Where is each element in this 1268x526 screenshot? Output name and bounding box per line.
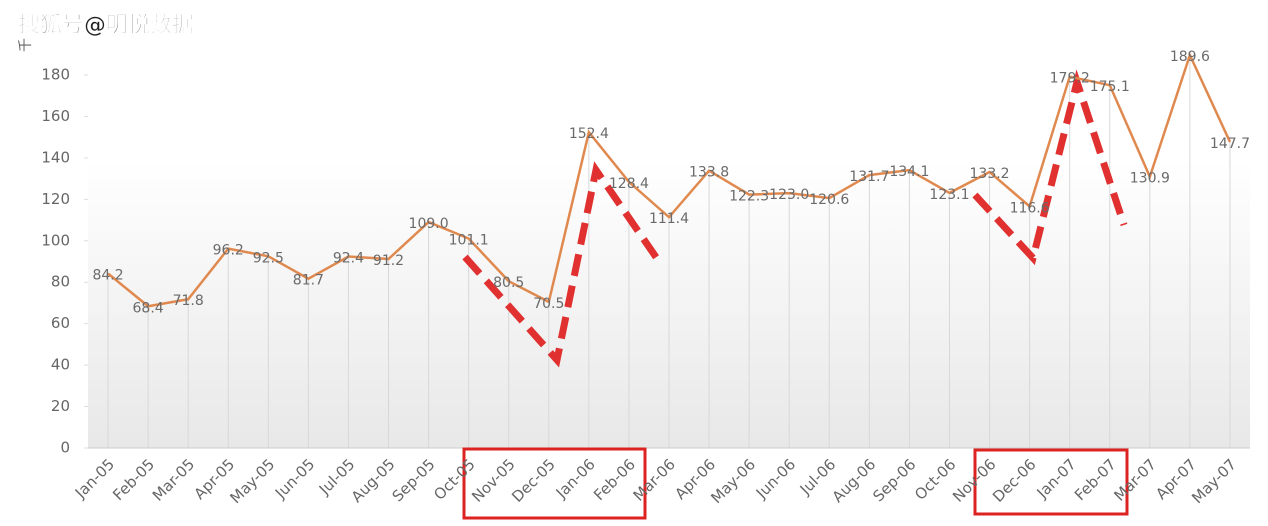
data-label: 71.8: [173, 293, 204, 309]
highlight-box: [462, 447, 647, 520]
x-tick-label: Feb-07: [1071, 455, 1120, 504]
data-label: 96.2: [213, 243, 244, 259]
data-label: 189.6: [1170, 49, 1210, 65]
y-tick-label: 40: [51, 356, 70, 374]
data-label: 130.9: [1130, 171, 1170, 187]
data-label: 84.2: [92, 268, 123, 284]
x-tick-label: May-07: [1188, 455, 1240, 507]
data-label: 92.5: [253, 250, 284, 266]
x-tick-label: Mar-06: [630, 455, 679, 504]
watermark: 搜狐号@明悦数据: [18, 12, 194, 38]
x-tick-label: Mar-07: [1110, 455, 1159, 504]
x-tick-label: May-05: [227, 455, 279, 507]
x-tick-label: May-06: [707, 455, 759, 507]
data-label: 70.5: [533, 296, 564, 312]
x-tick-label: Sep-05: [389, 455, 439, 505]
x-tick-label: Aug-05: [348, 455, 399, 506]
data-label: 128.4: [609, 176, 649, 192]
data-label: 133.2: [970, 166, 1010, 182]
y-unit: 千: [18, 38, 34, 52]
data-label: 123.0: [769, 187, 809, 203]
data-label: 123.1: [929, 187, 969, 203]
data-label: 91.2: [373, 253, 404, 269]
y-tick-label: 100: [41, 231, 70, 249]
x-tick-label: Feb-06: [590, 455, 639, 504]
data-label: 175.1: [1090, 79, 1130, 95]
y-tick-label: 20: [51, 397, 70, 415]
x-tick-label: Jan-05: [71, 455, 118, 502]
y-tick-label: 140: [41, 148, 70, 166]
x-tick-label: Aug-06: [829, 455, 880, 506]
x-tick-label: Feb-05: [109, 455, 158, 504]
annotations: [462, 69, 1128, 368]
x-tick-label: Dec-06: [989, 455, 1040, 506]
x-tick-label: Jan-07: [1033, 455, 1080, 502]
data-label: 92.4: [333, 251, 364, 267]
x-tick-label: Jan-06: [552, 455, 599, 502]
y-tick-label: 160: [41, 107, 70, 125]
x-tick-label: Sep-06: [869, 455, 919, 505]
trend-arrow: [462, 161, 661, 368]
data-label: 133.8: [689, 165, 729, 181]
y-tick-label: 120: [41, 190, 70, 208]
data-label: 68.4: [133, 300, 164, 316]
x-tick-label: Nov-05: [468, 455, 518, 505]
y-tick-label: 80: [51, 273, 70, 291]
highlight-box: [973, 448, 1129, 516]
data-line: [107, 51, 1232, 308]
data-label: 179.2: [1050, 71, 1090, 87]
data-label: 101.1: [449, 232, 489, 248]
trend-arrow: [972, 69, 1128, 266]
data-label: 120.6: [809, 192, 849, 208]
data-label: 152.4: [569, 126, 609, 142]
y-tick-label: 0: [60, 439, 70, 457]
data-label: 134.1: [889, 164, 929, 180]
data-label: 122.3: [729, 189, 769, 205]
x-tick-label: Jun-06: [752, 455, 799, 502]
data-label: 80.5: [493, 275, 524, 291]
data-label: 147.7: [1210, 136, 1250, 152]
data-label: 131.7: [849, 169, 889, 185]
data-label: 109.0: [409, 216, 449, 232]
data-label: 116.6: [1010, 200, 1050, 216]
y-tick-label: 60: [51, 314, 70, 332]
x-tick-label: Jun-05: [271, 455, 318, 502]
x-tick-label: Mar-05: [149, 455, 198, 504]
y-tick-label: 180: [41, 66, 70, 84]
data-label: 81.7: [293, 273, 324, 289]
x-tick-label: Dec-05: [508, 455, 559, 506]
data-label: 111.4: [649, 211, 689, 227]
